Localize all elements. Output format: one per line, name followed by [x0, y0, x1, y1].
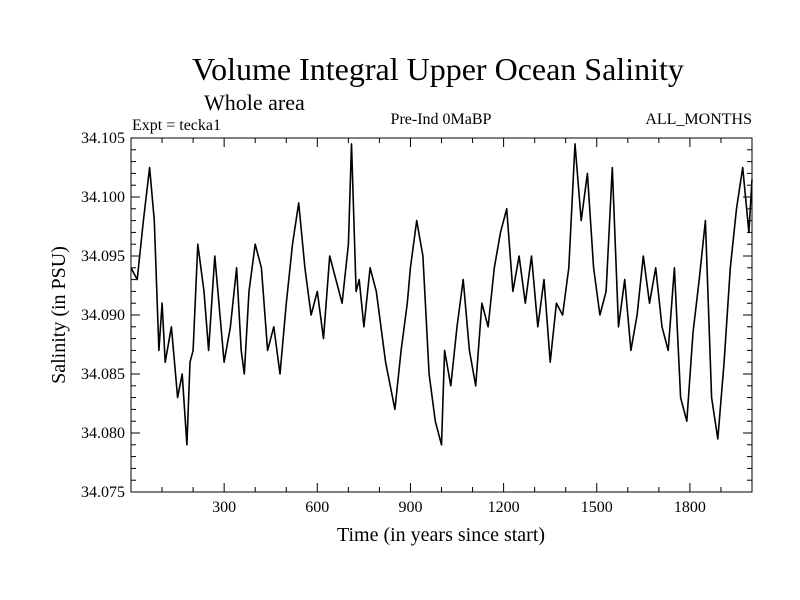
y-tick-label: 34.085: [81, 366, 125, 383]
chart-title: Volume Integral Upper Ocean Salinity: [192, 51, 684, 87]
y-axis-label: Salinity (in PSU): [48, 246, 70, 384]
months-label: ALL_MONTHS: [645, 111, 752, 128]
x-tick-label: 1200: [488, 499, 520, 516]
x-tick-label: 300: [212, 499, 236, 516]
y-tick-label: 34.090: [81, 307, 125, 324]
x-tick-label: 1800: [674, 499, 706, 516]
x-tick-label: 900: [398, 499, 422, 516]
period-label: Pre-Ind 0MaBP: [391, 111, 492, 128]
y-tick-label: 34.100: [81, 189, 125, 206]
x-tick-label: 600: [305, 499, 329, 516]
y-tick-label: 34.080: [81, 425, 125, 442]
y-tick-label: 34.105: [81, 130, 125, 147]
y-tick-label: 34.075: [81, 484, 125, 501]
y-tick-label: 34.095: [81, 248, 125, 265]
series-line-0: [130, 143, 753, 446]
experiment-label: Expt = tecka1: [132, 117, 221, 134]
chart-subtitle: Whole area: [204, 90, 305, 115]
x-axis-label: Time (in years since start): [337, 524, 545, 546]
x-tick-label: 1500: [581, 499, 613, 516]
